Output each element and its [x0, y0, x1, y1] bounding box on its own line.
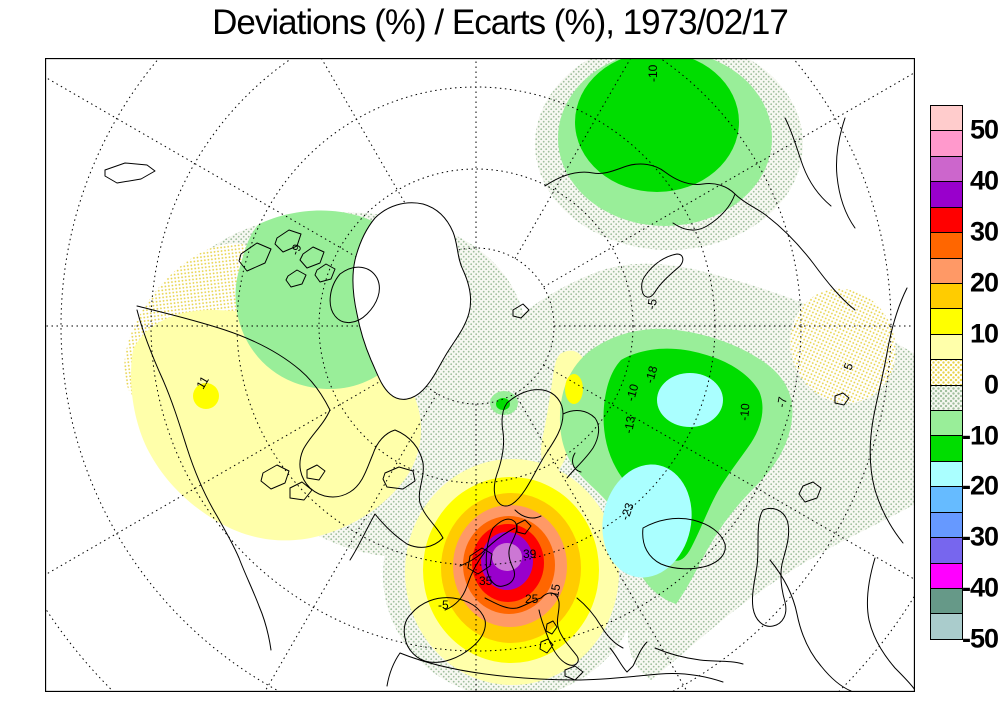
coastlines — [104, 117, 915, 692]
colorbar-tick-label: 10 — [969, 318, 999, 349]
map-frame — [45, 58, 915, 692]
colorbar-cell — [930, 105, 963, 132]
colorbar-cell — [930, 384, 963, 412]
stipple-yellow-asia-patch — [790, 288, 896, 404]
contour-label: -13 — [621, 415, 638, 435]
contour-label: -9 — [288, 242, 305, 257]
colorbar-cell — [930, 613, 963, 640]
contour-label: -10 — [646, 64, 660, 82]
colorbar-tick-label: -10 — [961, 420, 999, 451]
colorbar-labels: 50 40 30 20 10 0 -10 -20 -30 -40 -50 — [930, 105, 999, 652]
coast-western-europe — [403, 509, 584, 681]
contour-label: 5 — [841, 361, 857, 372]
region-yellow-spot-barents — [565, 374, 583, 404]
region-green-siberia-core — [575, 58, 739, 192]
contour-label: 35 — [479, 574, 493, 588]
colorbar-tick-label: 50 — [969, 114, 999, 145]
colorbar-tick-label: -30 — [961, 521, 999, 552]
page-title: Deviations (%) / Ecarts (%), 1973/02/17 — [212, 3, 789, 42]
contour-label: -5 — [438, 598, 449, 612]
region-yellow-spot-canada — [193, 383, 219, 409]
region-green-barents-core — [496, 398, 510, 410]
colorbar-tick-label: 20 — [969, 267, 999, 298]
contour-label: -23 — [618, 501, 637, 522]
coast-arctic-islands — [104, 162, 380, 323]
map-area: 39 35 25 15 -5 -5 -10 -9 11 -18 -10 -13 -10 -7 -23 5 — [45, 58, 915, 692]
coast-greenland — [352, 202, 472, 400]
coast-scandinavia — [493, 389, 600, 507]
bullseye-core-orchid — [492, 543, 522, 571]
coast-siberia-bering — [544, 117, 908, 544]
contour-label: -7 — [774, 395, 790, 408]
colorbar-cell — [930, 511, 963, 539]
contour-label: -18 — [642, 364, 660, 385]
colorbar-cell — [930, 435, 963, 462]
contour-label: 39 — [523, 547, 537, 561]
coast-novaya-zemlya-svalbard — [512, 253, 684, 319]
colorbar-cell — [930, 537, 963, 564]
contour-label: 15 — [547, 583, 563, 599]
colorbar-tick-label: 40 — [969, 165, 999, 196]
coast-north-america — [136, 305, 444, 651]
contour-label: -5 — [644, 297, 660, 310]
colorbar-cell — [930, 181, 963, 208]
colorbar — [930, 105, 963, 640]
colorbar-cell — [930, 155, 963, 183]
colorbar-tick-label: 0 — [983, 369, 999, 400]
region-cyan-east-europe — [657, 373, 723, 427]
contour-label: -10 — [737, 402, 752, 421]
colorbar-tick-label: -20 — [961, 470, 999, 501]
colorbar-cell — [930, 282, 963, 310]
contour-label: 25 — [525, 592, 539, 606]
coast-caspian-gulf — [752, 392, 915, 692]
anomaly-regions — [124, 58, 915, 692]
colorbar-cell — [930, 359, 963, 386]
graticule — [45, 58, 915, 692]
colorbar-tick-label: 30 — [969, 216, 999, 247]
coast-balkans-turkey-africa — [386, 517, 744, 687]
coast-great-lakes — [260, 464, 326, 501]
colorbar-tick-label: -40 — [961, 572, 999, 603]
colorbar-tick-label: -50 — [961, 623, 999, 654]
contour-label: -10 — [623, 382, 641, 403]
region-cyan-southeast-europe — [602, 464, 692, 578]
colorbar-cell — [930, 257, 963, 284]
coast-iceland — [382, 466, 416, 490]
